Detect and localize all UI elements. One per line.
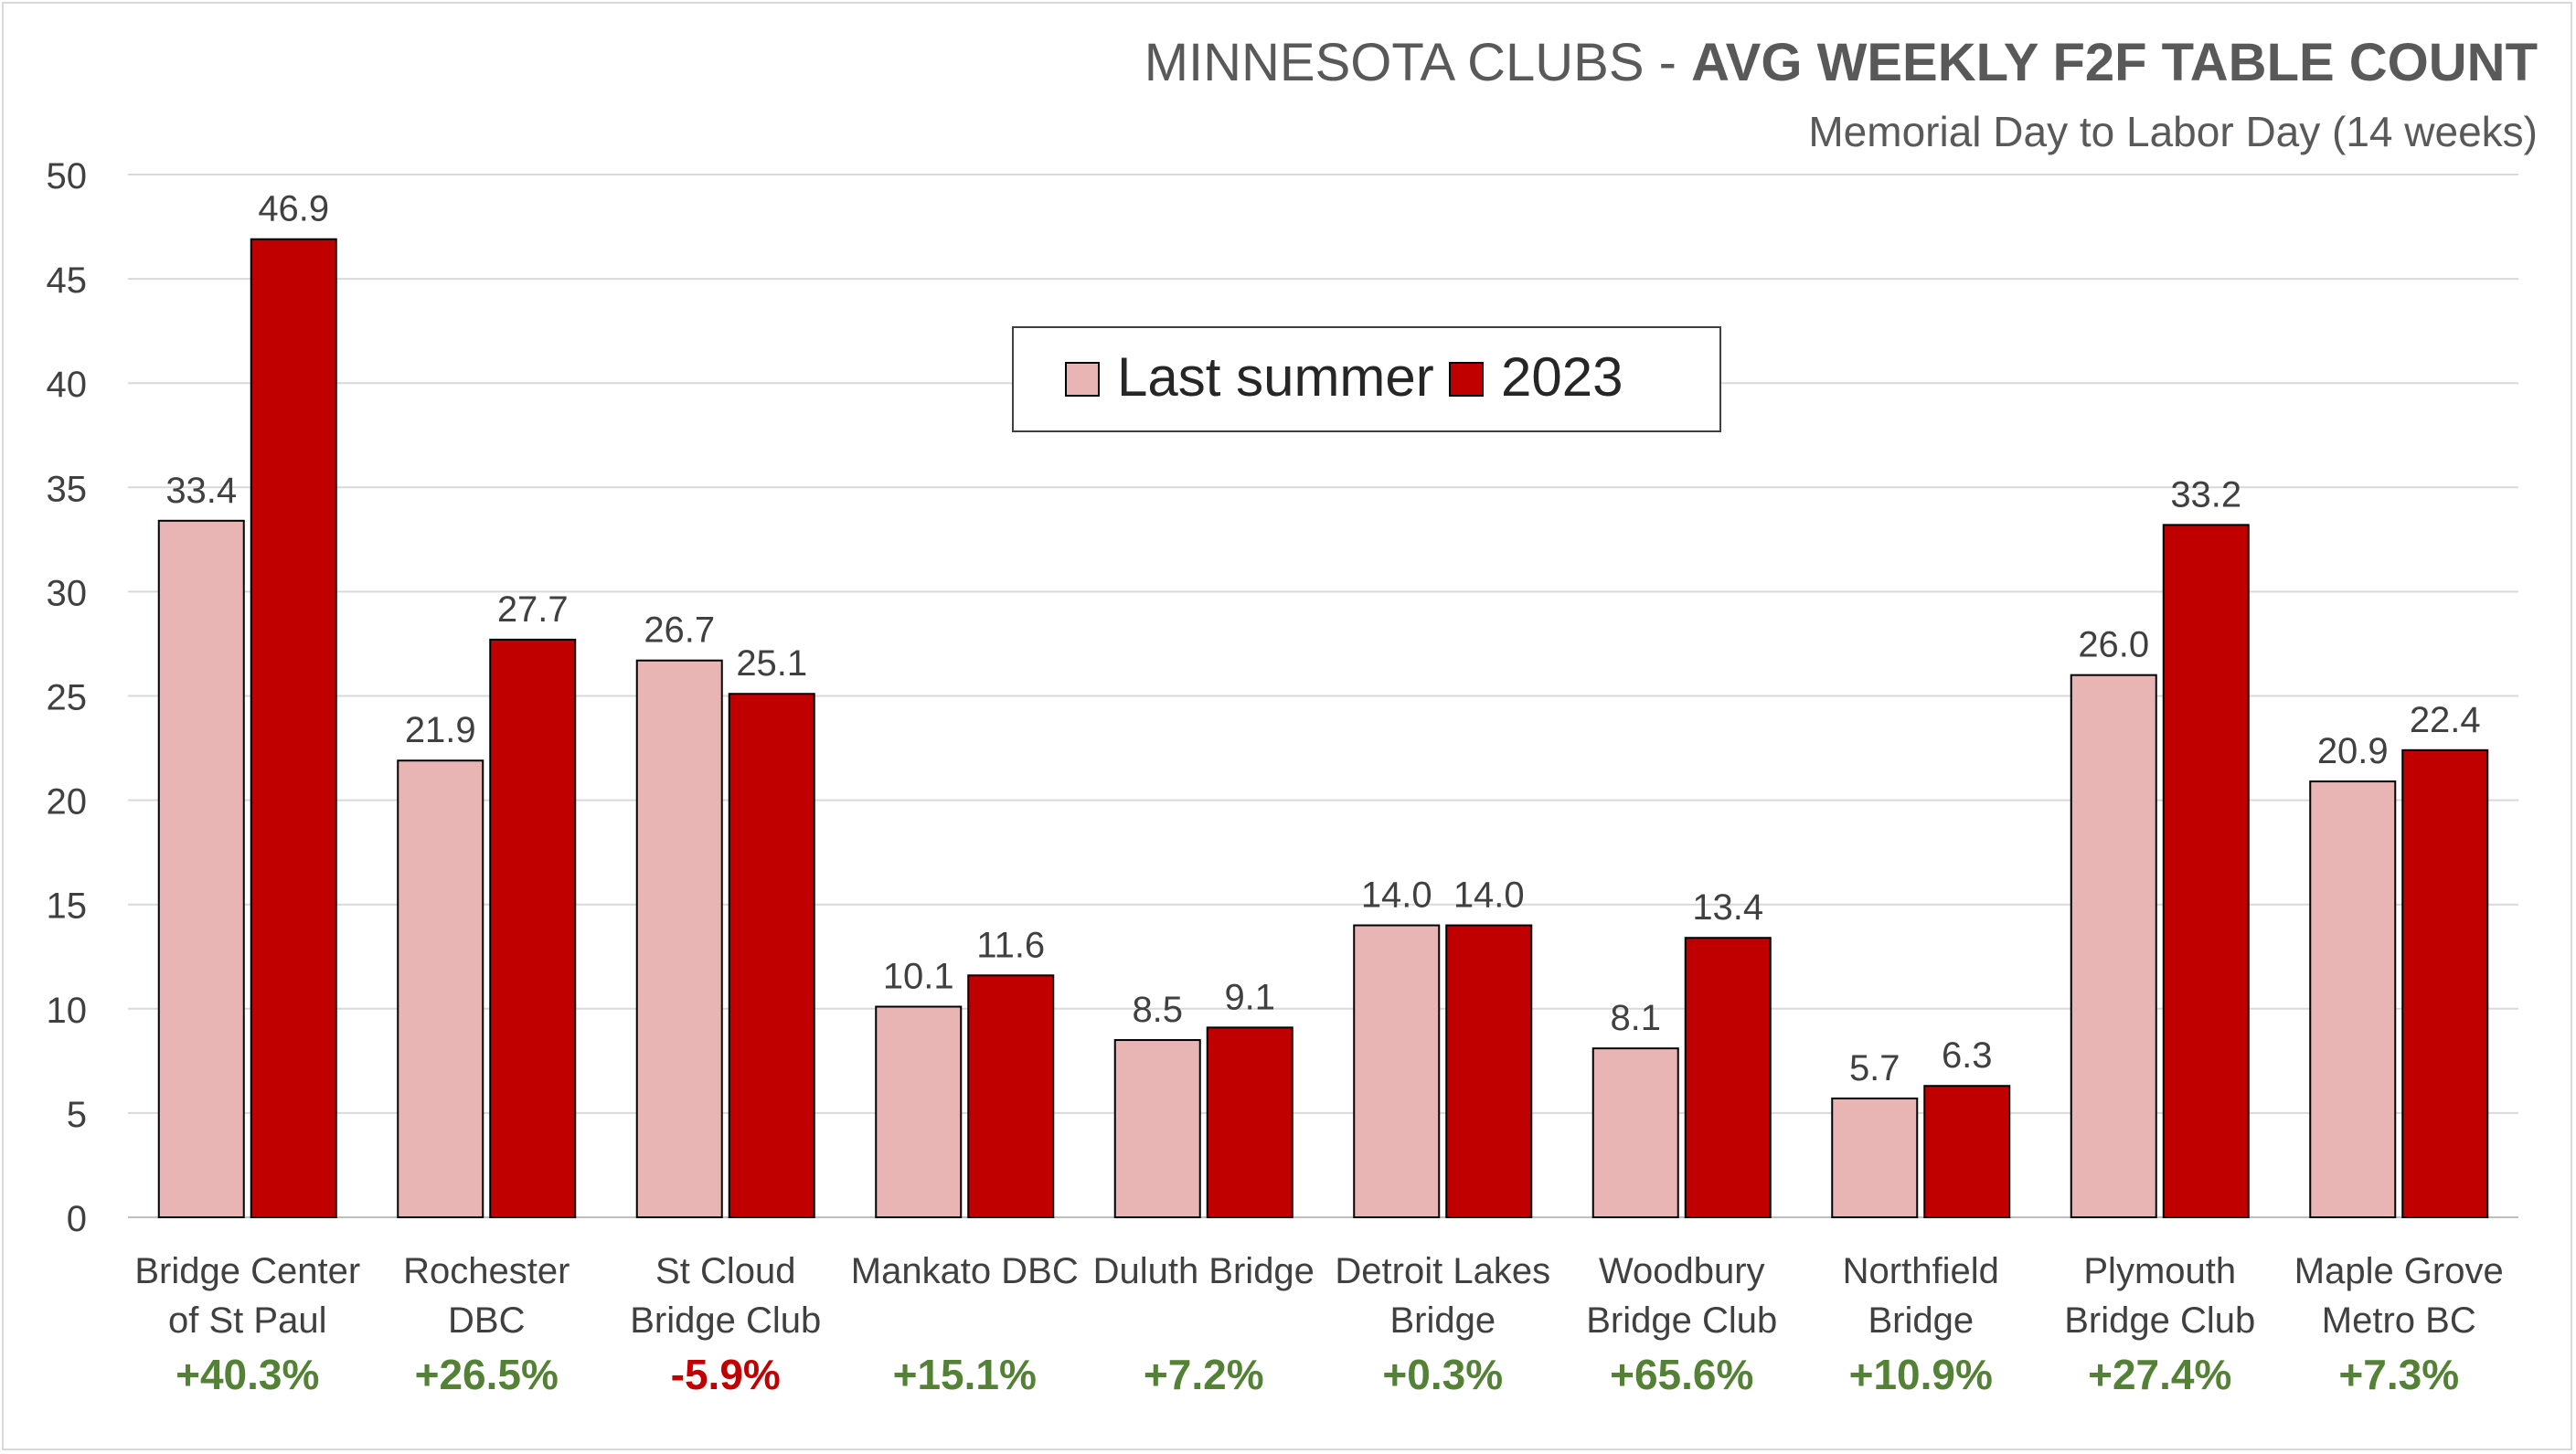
bar-2023 (967, 974, 1055, 1218)
change-label: +65.6% (1610, 1351, 1753, 1398)
data-label: 9.1 (1224, 977, 1275, 1017)
data-label: 10.1 (883, 957, 954, 997)
x-tick-label: Bridge (1868, 1300, 1974, 1341)
data-label: 6.3 (1942, 1035, 1993, 1076)
data-label: 27.7 (497, 589, 569, 630)
legend-label: 2023 (1501, 346, 1623, 408)
data-label: 21.9 (405, 710, 476, 750)
x-tick-label: DBC (448, 1300, 525, 1341)
bar-2023 (1684, 937, 1772, 1219)
bar-2023 (728, 693, 815, 1218)
y-tick-label: 45 (47, 260, 88, 301)
x-tick-label: Plymouth (2083, 1251, 2236, 1291)
x-tick-label: Detroit Lakes (1335, 1251, 1550, 1291)
change-label: +26.5% (415, 1351, 559, 1398)
change-label: -5.9% (671, 1351, 781, 1398)
legend-swatch (1065, 362, 1100, 397)
data-label: 33.4 (165, 471, 237, 511)
y-tick-label: 20 (47, 782, 88, 823)
x-tick-label: Northfield (1843, 1251, 1999, 1291)
y-tick-label: 35 (47, 469, 88, 509)
data-label: 26.7 (644, 610, 715, 651)
x-tick-label: of St Paul (168, 1300, 326, 1341)
chart-title-bold: AVG WEEKLY F2F TABLE COUNT (1691, 33, 2538, 92)
bar-2023 (250, 238, 337, 1219)
bars: 33.4 46.9 21.9 27.7 26.7 25.1 10.1 11.6 8.5 9.1 14… (157, 189, 2489, 1219)
y-tick-label: 50 (47, 156, 88, 196)
bar-2023 (2401, 748, 2489, 1218)
y-tick-label: 30 (47, 573, 88, 613)
x-tick-label: Bridge Club (630, 1300, 821, 1341)
data-label: 8.1 (1610, 998, 1661, 1038)
legend-box (1012, 326, 1721, 432)
x-tick-label: Rochester (403, 1251, 569, 1291)
chart-subtitle: Memorial Day to Labor Day (14 weeks) (1808, 108, 2538, 155)
y-tick-label: 5 (67, 1095, 87, 1135)
bar-last-summer (157, 519, 245, 1218)
chart-title-light: MINNESOTA CLUBS - (1144, 33, 1691, 92)
data-label: 22.4 (2410, 700, 2481, 740)
y-tick-label: 15 (47, 886, 88, 927)
data-label: 8.5 (1132, 990, 1183, 1030)
bar-last-summer (635, 659, 723, 1218)
bar-2023 (1923, 1085, 2011, 1219)
bar-2023 (2162, 524, 2250, 1218)
data-label: 25.1 (736, 643, 807, 684)
legend: Last summer 2023 (1012, 326, 1721, 432)
change-label: +10.9% (1849, 1351, 1993, 1398)
data-label: 11.6 (976, 925, 1045, 965)
y-tick-label: 10 (47, 991, 88, 1031)
y-tick-label: 40 (47, 365, 88, 405)
change-label: +7.3% (2338, 1351, 2459, 1398)
x-tick-label: Woodbury (1599, 1251, 1765, 1291)
x-tick-label: Duluth Bridge (1093, 1251, 1315, 1291)
data-label: 20.9 (2317, 731, 2389, 771)
x-tick-label: Maple Grove (2294, 1251, 2504, 1291)
data-label: 46.9 (258, 189, 329, 229)
data-label: 33.2 (2170, 474, 2241, 515)
bar-2023 (489, 638, 577, 1218)
x-tick-label: Bridge Center (134, 1251, 360, 1291)
bar-last-summer (1113, 1039, 1201, 1219)
bar-last-summer (397, 759, 484, 1218)
data-label: 13.4 (1692, 887, 1763, 928)
x-tick-label: Mankato DBC (851, 1251, 1079, 1291)
bar-last-summer (875, 1005, 963, 1218)
change-label: +40.3% (176, 1351, 319, 1398)
bar-last-summer (1353, 924, 1441, 1219)
y-tick-label: 25 (47, 678, 88, 718)
chart-title: MINNESOTA CLUBS - AVG WEEKLY F2F TABLE C… (1144, 33, 2538, 92)
y-axis: 0 5 10 15 20 25 30 35 40 45 50 (47, 156, 88, 1239)
x-tick-label: Bridge Club (2064, 1300, 2255, 1341)
bar-2023 (1206, 1026, 1293, 1219)
x-tick-label: Bridge (1389, 1300, 1496, 1341)
change-label: +7.2% (1144, 1351, 1264, 1398)
data-label: 14.0 (1453, 876, 1525, 916)
bar-last-summer (2309, 780, 2397, 1218)
change-label: +15.1% (893, 1351, 1037, 1398)
bar-2023 (1445, 924, 1533, 1219)
data-label: 5.7 (1849, 1048, 1900, 1088)
change-label: +27.4% (2088, 1351, 2231, 1398)
y-tick-label: 0 (67, 1199, 87, 1239)
bar-last-summer (1831, 1097, 1919, 1219)
x-tick-label: Metro BC (2322, 1300, 2476, 1341)
data-label: 14.0 (1361, 876, 1432, 916)
x-tick-label: Bridge Club (1586, 1300, 1777, 1341)
x-tick-label: St Cloud (655, 1251, 795, 1291)
bar-last-summer (2070, 674, 2157, 1218)
x-axis: Bridge Center of St Paul +40.3% Rochester DB… (134, 1251, 2503, 1398)
legend-label: Last summer (1117, 346, 1434, 408)
legend-swatch (1449, 362, 1484, 397)
change-label: +0.3% (1382, 1351, 1503, 1398)
data-label: 26.0 (2078, 625, 2149, 665)
bar-last-summer (1591, 1047, 1679, 1218)
